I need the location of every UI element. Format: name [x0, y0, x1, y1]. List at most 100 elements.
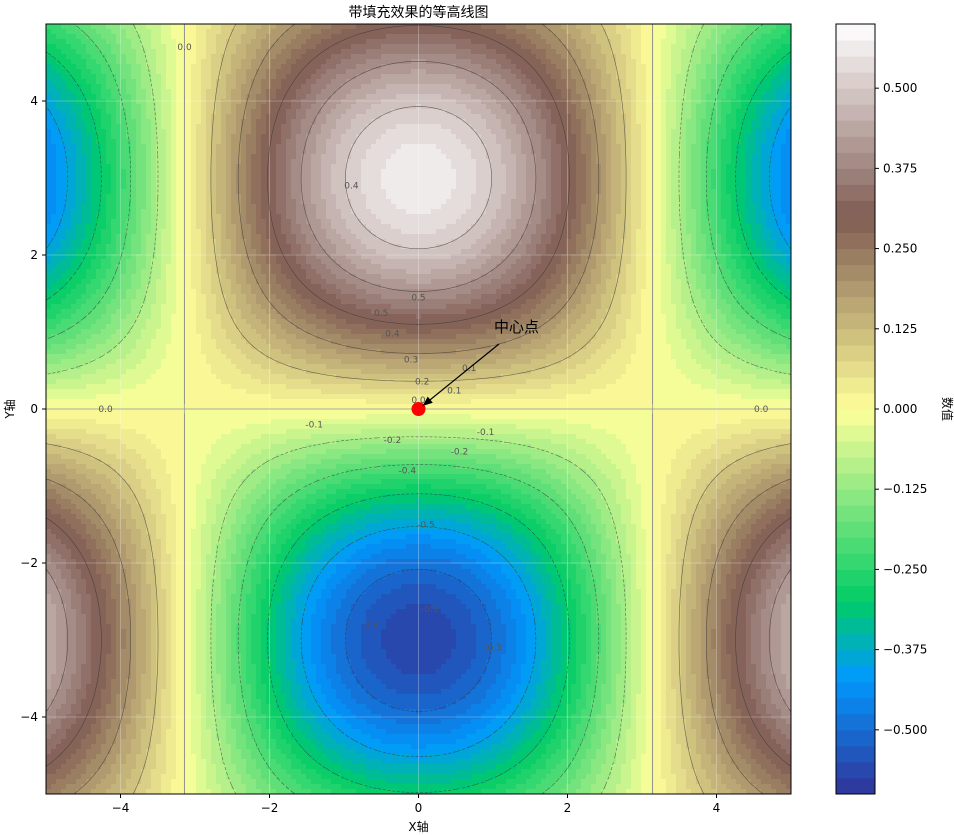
- contour-cell: [181, 104, 187, 110]
- contour-cell: [476, 109, 482, 115]
- contour-cell: [686, 69, 692, 75]
- contour-cell: [251, 119, 257, 125]
- contour-cell: [636, 49, 642, 55]
- contour-cell: [106, 89, 112, 95]
- contour-cell: [331, 119, 337, 125]
- contour-cell: [721, 179, 727, 185]
- contour-cell: [476, 124, 482, 130]
- contour-cell: [551, 89, 557, 95]
- contour-cell: [661, 159, 667, 165]
- contour-cell: [426, 94, 432, 100]
- contour-cell: [561, 164, 567, 170]
- contour-cell: [316, 184, 322, 190]
- contour-cell: [316, 49, 322, 55]
- contour-cell: [146, 134, 152, 140]
- contour-cell: [511, 24, 517, 30]
- contour-cell: [86, 94, 92, 100]
- contour-cell: [651, 149, 657, 155]
- contour-cell: [311, 89, 317, 95]
- contour-cell: [131, 179, 137, 185]
- contour-cell: [141, 39, 147, 45]
- contour-cell: [426, 169, 432, 175]
- contour-cell: [626, 99, 632, 105]
- contour-cell: [501, 139, 507, 145]
- contour-cell: [656, 34, 662, 40]
- contour-cell: [681, 24, 687, 30]
- contour-cell: [166, 59, 172, 65]
- contour-cell: [526, 164, 532, 170]
- contour-cell: [106, 99, 112, 105]
- contour-cell: [256, 189, 262, 195]
- contour-cell: [351, 109, 357, 115]
- contour-cell: [686, 164, 692, 170]
- contour-cell: [126, 69, 132, 75]
- contour-cell: [201, 134, 207, 140]
- contour-cell: [176, 89, 182, 95]
- contour-cell: [761, 179, 767, 185]
- contour-cell: [286, 64, 292, 70]
- contour-cell: [776, 34, 782, 40]
- contour-cell: [546, 94, 552, 100]
- contour-cell: [501, 149, 507, 155]
- contour-cell: [546, 159, 552, 165]
- contour-cell: [181, 119, 187, 125]
- contour-cell: [186, 149, 192, 155]
- contour-cell: [336, 129, 342, 135]
- contour-cell: [726, 174, 732, 180]
- contour-cell: [291, 119, 297, 125]
- contour-cell: [521, 129, 527, 135]
- contour-cell: [606, 114, 612, 120]
- contour-cell: [331, 129, 337, 135]
- contour-cell: [461, 134, 467, 140]
- contour-cell: [646, 119, 652, 125]
- contour-cell: [711, 164, 717, 170]
- contour-cell: [306, 39, 312, 45]
- contour-cell: [706, 84, 712, 90]
- contour-cell: [736, 174, 742, 180]
- contour-cell: [726, 159, 732, 165]
- contour-cell: [86, 159, 92, 165]
- contour-cell: [326, 104, 332, 110]
- contour-cell: [431, 144, 437, 150]
- contour-cell: [291, 29, 297, 35]
- contour-cell: [746, 134, 752, 140]
- contour-cell: [361, 84, 367, 90]
- contour-cell: [446, 154, 452, 160]
- contour-cell: [226, 134, 232, 140]
- contour-cell: [246, 174, 252, 180]
- contour-cell: [686, 174, 692, 180]
- contour-cell: [621, 44, 627, 50]
- contour-cell: [771, 94, 777, 100]
- contour-cell: [161, 109, 167, 115]
- contour-cell: [276, 39, 282, 45]
- contour-cell: [656, 179, 662, 185]
- contour-cell: [561, 174, 567, 180]
- contour-cell: [781, 124, 787, 130]
- contour-cell: [446, 99, 452, 105]
- contour-cell: [211, 34, 217, 40]
- contour-cell: [626, 24, 632, 30]
- contour-cell: [391, 49, 397, 55]
- contour-cell: [651, 134, 657, 140]
- contour-cell: [476, 39, 482, 45]
- contour-cell: [546, 54, 552, 60]
- contour-cell: [171, 34, 177, 40]
- contour-cell: [86, 24, 92, 30]
- contour-cell: [446, 144, 452, 150]
- contour-cell: [321, 69, 327, 75]
- contour-cell: [581, 94, 587, 100]
- contour-cell: [766, 79, 772, 85]
- contour-cell: [51, 94, 57, 100]
- contour-cell: [346, 74, 352, 80]
- contour-cell: [296, 149, 302, 155]
- contour-cell: [291, 44, 297, 50]
- contour-cell: [691, 164, 697, 170]
- contour-cell: [426, 74, 432, 80]
- contour-cell: [136, 154, 142, 160]
- contour-cell: [306, 94, 312, 100]
- contour-cell: [691, 169, 697, 175]
- contour-cell: [486, 59, 492, 65]
- contour-cell: [86, 74, 92, 80]
- contour-cell: [231, 159, 237, 165]
- contour-cell: [521, 99, 527, 105]
